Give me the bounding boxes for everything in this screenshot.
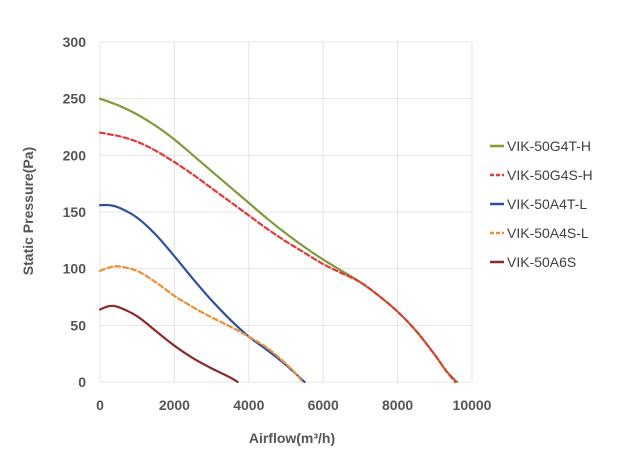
legend-label: VIK-50A4S-L bbox=[507, 225, 589, 241]
y-tick-label: 200 bbox=[63, 147, 87, 163]
series-line-vik-50a4s-l bbox=[98, 265, 304, 384]
grid-lines bbox=[99, 41, 473, 383]
legend-label: VIK-50A4T-L bbox=[507, 196, 587, 212]
legend-label: VIK-50A6S bbox=[507, 254, 576, 270]
x-axis-title: Airflow(m³/h) bbox=[249, 430, 335, 446]
x-tick-label: 0 bbox=[96, 397, 104, 413]
y-tick-label: 100 bbox=[63, 261, 87, 277]
y-tick-label: 250 bbox=[63, 91, 87, 107]
series-line-vik-50g4s-h bbox=[98, 131, 457, 384]
series-lines bbox=[98, 97, 459, 384]
y-tick-label: 300 bbox=[63, 34, 87, 50]
legend: VIK-50G4T-H VIK-50G4S-H VIK-50A4T-L VIK-50A… bbox=[490, 138, 593, 270]
x-tick-label: 6000 bbox=[308, 397, 339, 413]
x-tick-label: 4000 bbox=[233, 397, 264, 413]
x-tick-label: 2000 bbox=[159, 397, 190, 413]
y-tick-label: 50 bbox=[70, 317, 86, 333]
x-tick-label: 8000 bbox=[382, 397, 413, 413]
x-tick-label: 10000 bbox=[453, 397, 492, 413]
y-tick-label: 0 bbox=[78, 374, 86, 390]
y-axis-title: Static Pressure(Pa) bbox=[20, 147, 36, 275]
legend-label: VIK-50G4T-H bbox=[507, 138, 591, 154]
y-tick-label: 150 bbox=[63, 204, 87, 220]
tick-labels: 0 50 100 150 200 250 300 0 2000 4000 6000 8000 10000 bbox=[63, 34, 492, 413]
series-line-vik-50a6s bbox=[98, 304, 239, 384]
legend-label: VIK-50G4S-H bbox=[507, 167, 593, 183]
